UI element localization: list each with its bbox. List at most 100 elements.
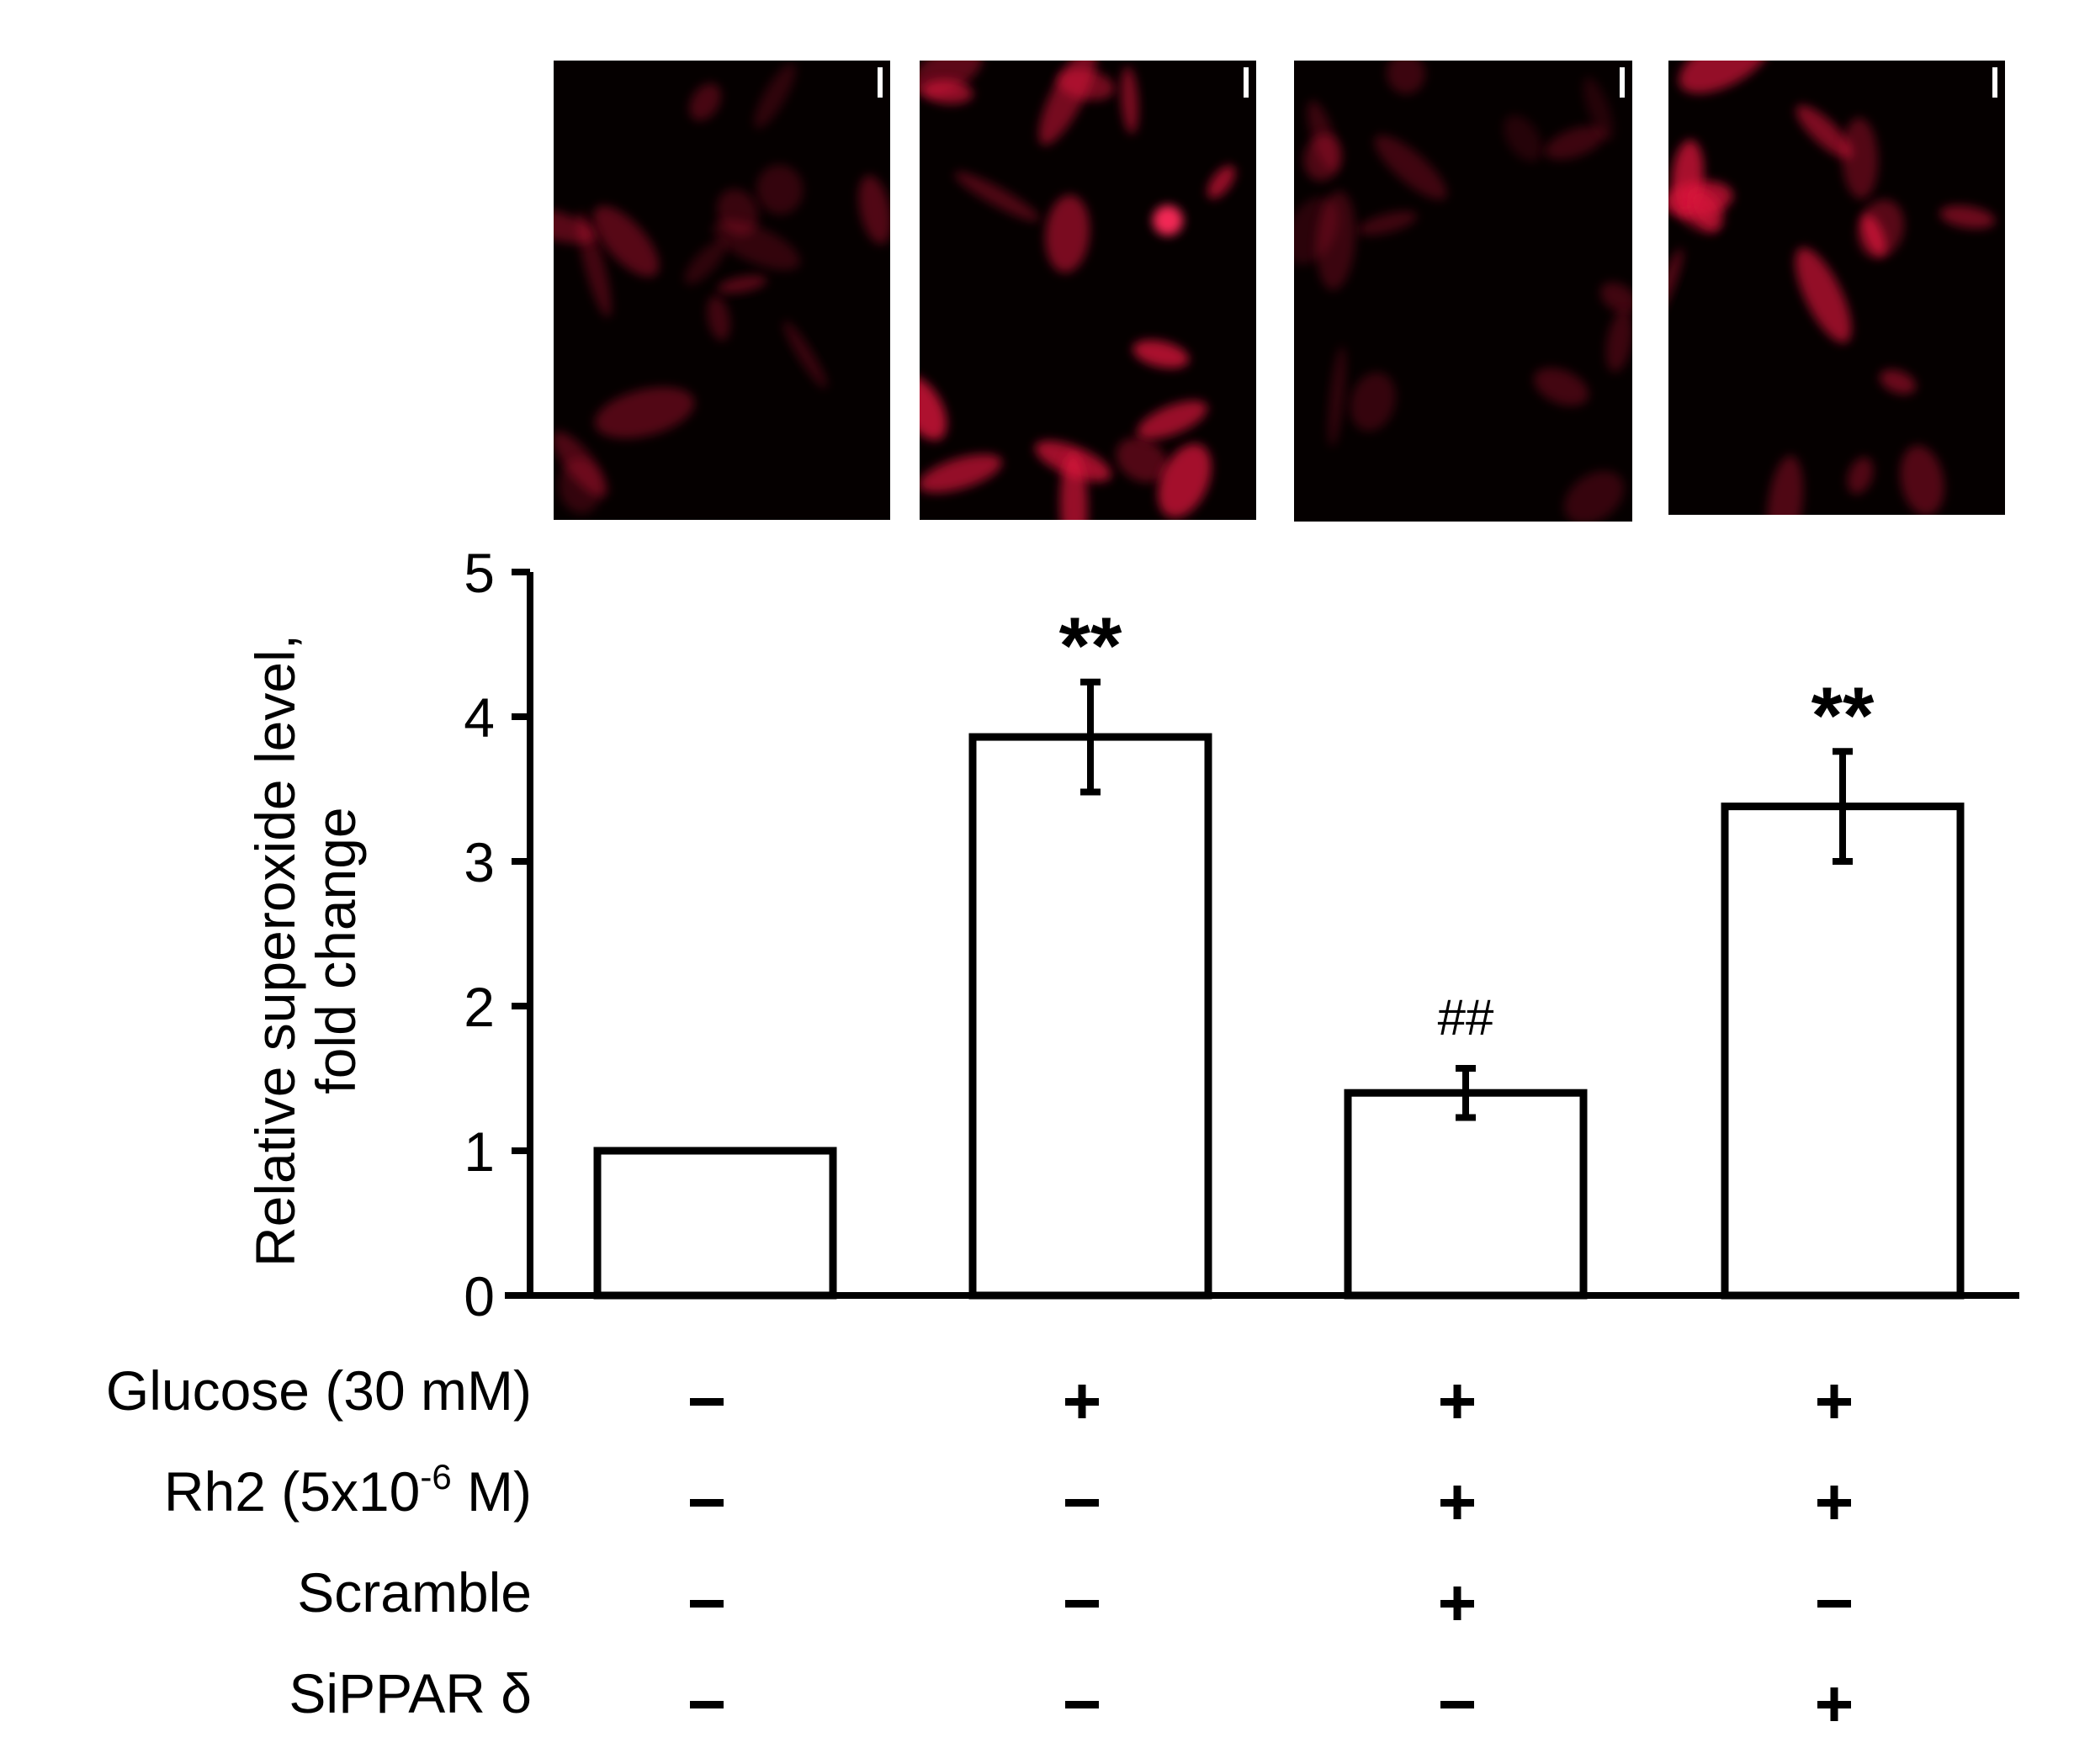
bar	[1344, 1089, 1588, 1300]
cell	[756, 164, 804, 215]
rh2-label-exponent: -6	[420, 1457, 451, 1496]
plus-sign	[1440, 1486, 1474, 1519]
minus-sign	[690, 1701, 724, 1708]
significance-label: **	[1059, 601, 1122, 691]
cell	[1679, 61, 1771, 93]
minus-sign	[1065, 1499, 1099, 1507]
sign-bar-vertical	[1453, 1385, 1461, 1418]
sign-bar-horizontal	[1817, 1600, 1851, 1608]
rh2-label-suffix: M)	[452, 1460, 532, 1523]
cell	[1600, 282, 1632, 314]
sign-bar-vertical	[1830, 1385, 1838, 1418]
bright-nucleus	[1153, 205, 1183, 236]
cell	[594, 387, 695, 438]
cell-layer	[1668, 61, 1996, 515]
minus-sign	[1065, 1701, 1099, 1708]
cell	[1121, 66, 1139, 135]
cell	[689, 83, 721, 121]
cell	[1303, 134, 1343, 182]
cell-layer	[554, 62, 890, 514]
sign-bar-vertical	[1453, 1587, 1461, 1620]
y-tick-label: 5	[464, 542, 495, 604]
cell	[1137, 400, 1208, 440]
minus-sign	[1065, 1600, 1099, 1608]
plus-sign	[1440, 1587, 1474, 1620]
significance-label: ##	[1438, 989, 1494, 1046]
cell	[1534, 368, 1589, 406]
condition-label-glucose: Glucose (30 mM)	[106, 1359, 532, 1422]
cell	[754, 62, 796, 129]
micrograph-panel-1	[554, 61, 890, 520]
micrograph-panel-2	[920, 61, 1256, 520]
y-axis-title-line-1: Relative superoxide level,	[244, 634, 306, 1267]
sign-bar-horizontal	[690, 1600, 724, 1608]
sign-bar-horizontal	[690, 1499, 724, 1507]
cell	[1374, 135, 1447, 200]
micrograph-background	[920, 61, 1256, 520]
cell	[1900, 445, 1944, 515]
sign-bar-vertical	[1453, 1486, 1461, 1519]
cell	[1357, 210, 1418, 236]
bar	[968, 733, 1212, 1300]
micrograph-panels	[554, 61, 2005, 522]
cell	[1668, 248, 1684, 315]
cell	[954, 172, 1040, 222]
cell	[1857, 199, 1904, 258]
cell	[921, 80, 973, 104]
y-axis-title: Relative superoxide level, fold change	[244, 634, 367, 1267]
y-tick-label: 1	[464, 1120, 495, 1183]
bars: ** ## **	[593, 601, 1965, 1300]
cell	[1795, 247, 1852, 343]
scale-bar	[878, 67, 883, 98]
micrograph-panel-4	[1668, 61, 2005, 515]
cell	[1564, 470, 1624, 522]
cell	[713, 220, 801, 271]
scale-bar	[1620, 67, 1625, 98]
cell	[1132, 340, 1190, 368]
plus-sign	[1817, 1486, 1851, 1519]
y-tick-label: 4	[464, 686, 495, 749]
cell	[1796, 104, 1853, 159]
cell	[1158, 443, 1212, 518]
cell	[1038, 61, 1097, 146]
cell	[684, 240, 727, 285]
minus-sign	[690, 1398, 724, 1406]
cell	[1880, 369, 1917, 395]
scale-bar	[1992, 67, 1997, 98]
sign-bar-horizontal	[1065, 1499, 1099, 1507]
cell	[1842, 117, 1879, 199]
sign-bar-horizontal	[1065, 1701, 1099, 1708]
cell	[554, 208, 596, 244]
y-tick-label: 3	[464, 831, 495, 893]
condition-label-scramble: Scramble	[297, 1561, 532, 1624]
minus-sign	[690, 1499, 724, 1507]
cell	[1503, 114, 1543, 162]
scale-bar	[1244, 67, 1249, 98]
cell	[783, 320, 827, 389]
plus-sign	[1440, 1385, 1474, 1418]
cell	[858, 175, 890, 245]
cell	[1939, 205, 1996, 229]
cell	[1116, 437, 1168, 483]
y-axis-title-line-2: fold change	[305, 807, 367, 1094]
cell-layer	[1294, 61, 1632, 522]
cell	[1767, 455, 1804, 515]
cell	[707, 295, 730, 342]
plus-sign	[1817, 1687, 1851, 1721]
cell	[559, 458, 602, 514]
cell	[920, 375, 947, 441]
sign-bar-vertical	[1830, 1486, 1838, 1519]
cell	[1605, 310, 1632, 373]
y-ticks: 0 1 2 3 4 5	[464, 542, 530, 1327]
cell	[1847, 457, 1874, 495]
sign-bar-horizontal	[1440, 1701, 1474, 1708]
condition-label-sippar: SiPPAR δ	[289, 1662, 532, 1724]
y-tick-label: 0	[464, 1265, 495, 1327]
micrograph-panel-3	[1294, 61, 1632, 522]
rh2-label-prefix: Rh2 (5x10	[164, 1460, 421, 1523]
sign-bar-horizontal	[1065, 1600, 1099, 1608]
cell-layer	[920, 61, 1235, 520]
sign-bar-horizontal	[690, 1398, 724, 1406]
minus-sign	[690, 1600, 724, 1608]
